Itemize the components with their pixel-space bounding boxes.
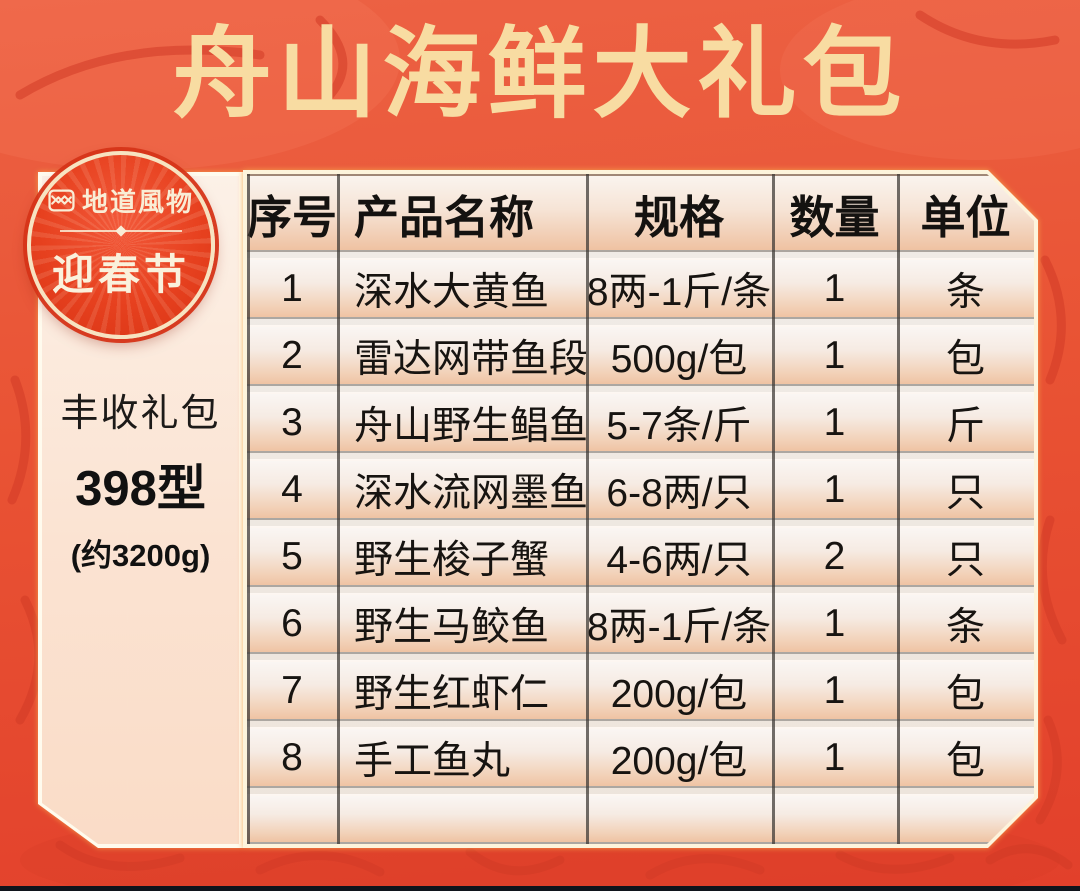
cell-unit: 条: [945, 605, 985, 649]
table-row: 4 深水流网墨鱼 6-8两/只 1 只: [247, 459, 1034, 520]
package-weight: (约3200g): [70, 538, 211, 573]
badge-brand-row: 地道風物: [48, 182, 194, 219]
table-row: 8 手工鱼丸 200g/包 1 包: [247, 727, 1034, 788]
cell-product: 野生梭子蟹: [354, 538, 550, 582]
package-name: 丰收礼包: [60, 393, 221, 435]
cell-index: 8: [281, 735, 303, 779]
badge-divider: [59, 225, 182, 237]
header-index: 序号: [247, 191, 338, 243]
package-model: 398型: [75, 462, 206, 516]
cell-product: 深水大黄鱼: [354, 270, 550, 314]
table-row: 3 舟山野生鲳鱼 5-7条/斤 1 斤: [247, 392, 1034, 453]
cell-product: 舟山野生鲳鱼: [354, 404, 589, 448]
cell-index: 2: [281, 333, 303, 377]
table-row: 2 雷达网带鱼段 500g/包 1 包: [247, 325, 1034, 386]
header-product: 产品名称: [354, 191, 535, 243]
cell-spec: 4-6两/只: [606, 538, 752, 582]
cell-index: 4: [281, 467, 303, 511]
envelope-waves-icon: [48, 189, 75, 212]
cell-index: 5: [281, 534, 303, 578]
cell-quantity: 1: [823, 467, 846, 511]
table-row-empty: [247, 794, 1034, 844]
cell-quantity: 1: [823, 400, 846, 444]
cell-product: 野生红虾仁: [354, 672, 550, 716]
badge-content: 地道風物 迎春节: [48, 182, 194, 302]
badge-event-name: 迎春节: [51, 251, 190, 298]
table-header-row: 序号 产品名称 规格 数量 单位: [247, 174, 1034, 252]
cell-unit: 包: [945, 672, 985, 716]
cell-index: 1: [281, 266, 303, 310]
cell-quantity: 1: [823, 266, 846, 310]
cell-quantity: 1: [823, 333, 846, 377]
cell-spec: 8两-1斤/条: [586, 270, 772, 314]
bottom-edge: [0, 886, 1080, 891]
product-table: 序号 产品名称 规格 数量 单位 1 深水大黄鱼 8两-1斤/条 1 条 2 雷…: [247, 174, 1034, 844]
header-spec: 规格: [633, 191, 724, 243]
cell-unit: 包: [945, 337, 985, 381]
product-table-panel: 序号 产品名称 规格 数量 单位 1 深水大黄鱼 8两-1斤/条 1 条 2 雷…: [243, 170, 1038, 848]
cell-spec: 5-7条/斤: [606, 404, 752, 448]
poster-title: 舟山海鲜大礼包: [172, 18, 908, 129]
cell-product: 雷达网带鱼段: [354, 337, 589, 381]
cell-quantity: 1: [823, 668, 846, 712]
table-row: 1 深水大黄鱼 8两-1斤/条 1 条: [247, 258, 1034, 319]
cell-quantity: 1: [823, 601, 846, 645]
cell-unit: 斤: [945, 404, 985, 448]
brand-seal-badge: 地道風物 迎春节: [27, 151, 215, 339]
cell-product: 手工鱼丸: [354, 739, 511, 783]
brand-name: 地道風物: [81, 187, 194, 217]
divider-diamond-icon: [115, 225, 127, 237]
table-row: 5 野生梭子蟹 4-6两/只 2 只: [247, 526, 1034, 587]
cell-spec: 500g/包: [610, 337, 748, 381]
cell-product: 深水流网墨鱼: [354, 471, 589, 515]
cell-index: 3: [281, 400, 303, 444]
cell-unit: 条: [945, 270, 985, 314]
cell-index: 6: [281, 601, 303, 645]
cell-quantity: 1: [823, 735, 846, 779]
table-row: 7 野生红虾仁 200g/包 1 包: [247, 660, 1034, 721]
cell-spec: 200g/包: [610, 739, 748, 783]
cell-product: 野生马鲛鱼: [354, 605, 550, 649]
cell-unit: 只: [945, 538, 985, 582]
table-row: 6 野生马鲛鱼 8两-1斤/条 1 条: [247, 593, 1034, 654]
cell-spec: 200g/包: [610, 672, 748, 716]
cell-unit: 包: [945, 739, 985, 783]
header-unit: 单位: [920, 191, 1011, 243]
cell-spec: 8两-1斤/条: [586, 605, 772, 649]
cell-spec: 6-8两/只: [606, 471, 752, 515]
cell-unit: 只: [945, 471, 985, 515]
header-quantity: 数量: [789, 191, 880, 243]
cell-index: 7: [281, 668, 303, 712]
cell-quantity: 2: [823, 534, 846, 578]
